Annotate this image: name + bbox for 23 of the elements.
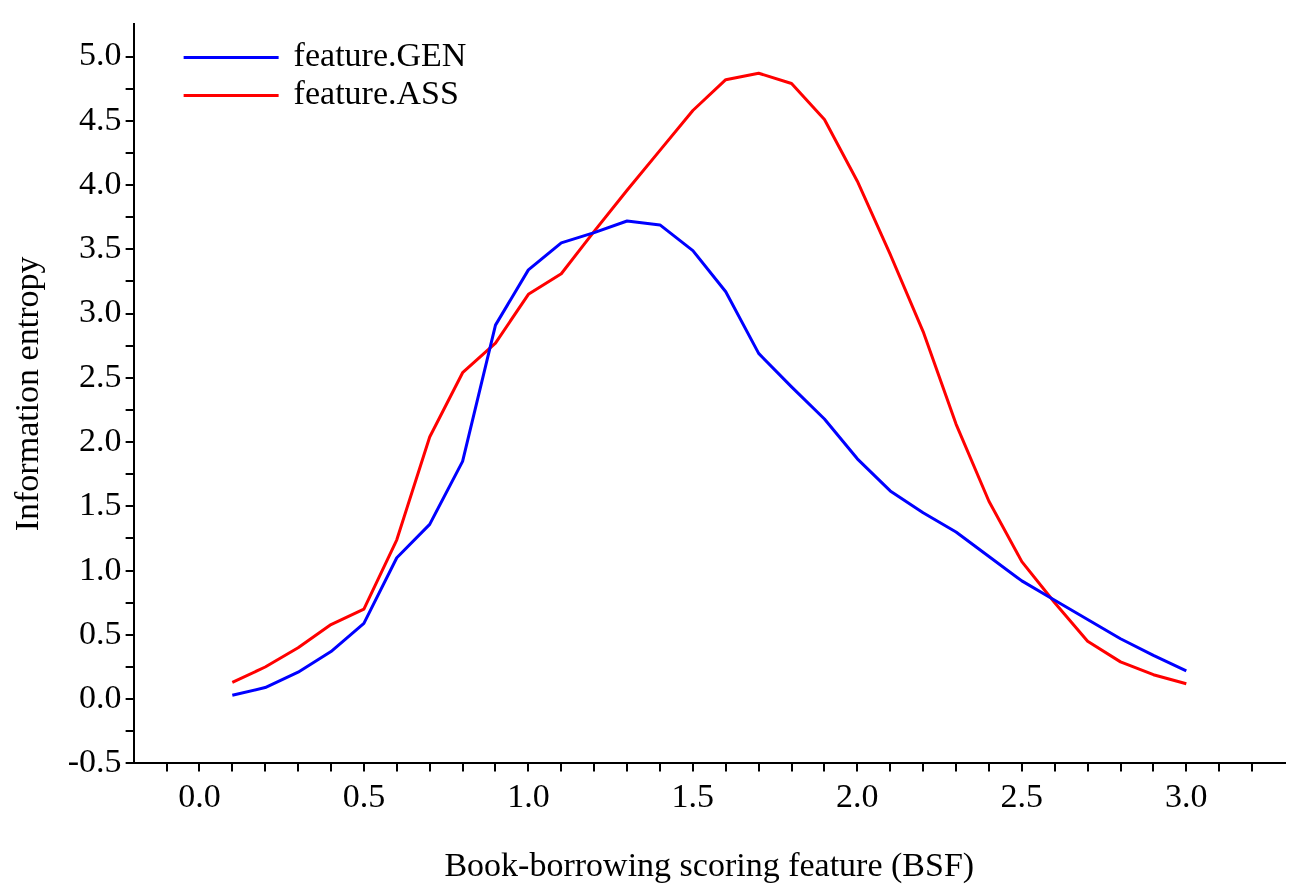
legend-label: feature.ASS — [293, 74, 459, 112]
y-tick-label: 4.5 — [79, 99, 122, 137]
y-tick-label: 3.5 — [79, 228, 122, 266]
y-axis-title: Information entropy — [8, 256, 46, 532]
x-tick-label: 0.0 — [178, 776, 221, 814]
y-tick-label: 0.0 — [79, 678, 122, 716]
y-tick-label: 4.0 — [79, 163, 122, 201]
legend-label: feature.GEN — [293, 36, 467, 74]
x-tick-label: 1.0 — [507, 776, 550, 814]
y-tick-label: 5.0 — [79, 35, 122, 73]
y-tick-label: 2.5 — [79, 356, 122, 394]
x-axis-title: Book-borrowing scoring feature (BSF) — [444, 845, 975, 884]
x-tick-label: 1.5 — [671, 776, 715, 814]
x-tick-label: 2.0 — [836, 776, 879, 814]
x-tick-label: 2.5 — [1000, 776, 1044, 814]
y-tick-label: 3.0 — [79, 292, 122, 330]
y-tick-label: 2.0 — [79, 421, 122, 459]
x-tick-label: 0.5 — [342, 776, 386, 814]
y-tick-label: 1.0 — [79, 549, 122, 587]
y-tick-label: 0.5 — [79, 613, 122, 651]
y-tick-label: -0.5 — [67, 742, 122, 780]
y-tick-label: 1.5 — [79, 485, 122, 523]
x-tick-label: 3.0 — [1165, 776, 1208, 814]
